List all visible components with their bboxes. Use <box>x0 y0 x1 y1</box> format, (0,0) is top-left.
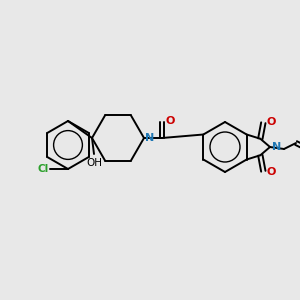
Text: O: O <box>266 117 276 127</box>
Text: OH: OH <box>86 158 102 168</box>
Text: N: N <box>145 133 154 143</box>
Text: O: O <box>266 167 276 177</box>
Text: Cl: Cl <box>38 164 49 174</box>
Text: O: O <box>166 116 175 126</box>
Text: N: N <box>272 142 281 152</box>
